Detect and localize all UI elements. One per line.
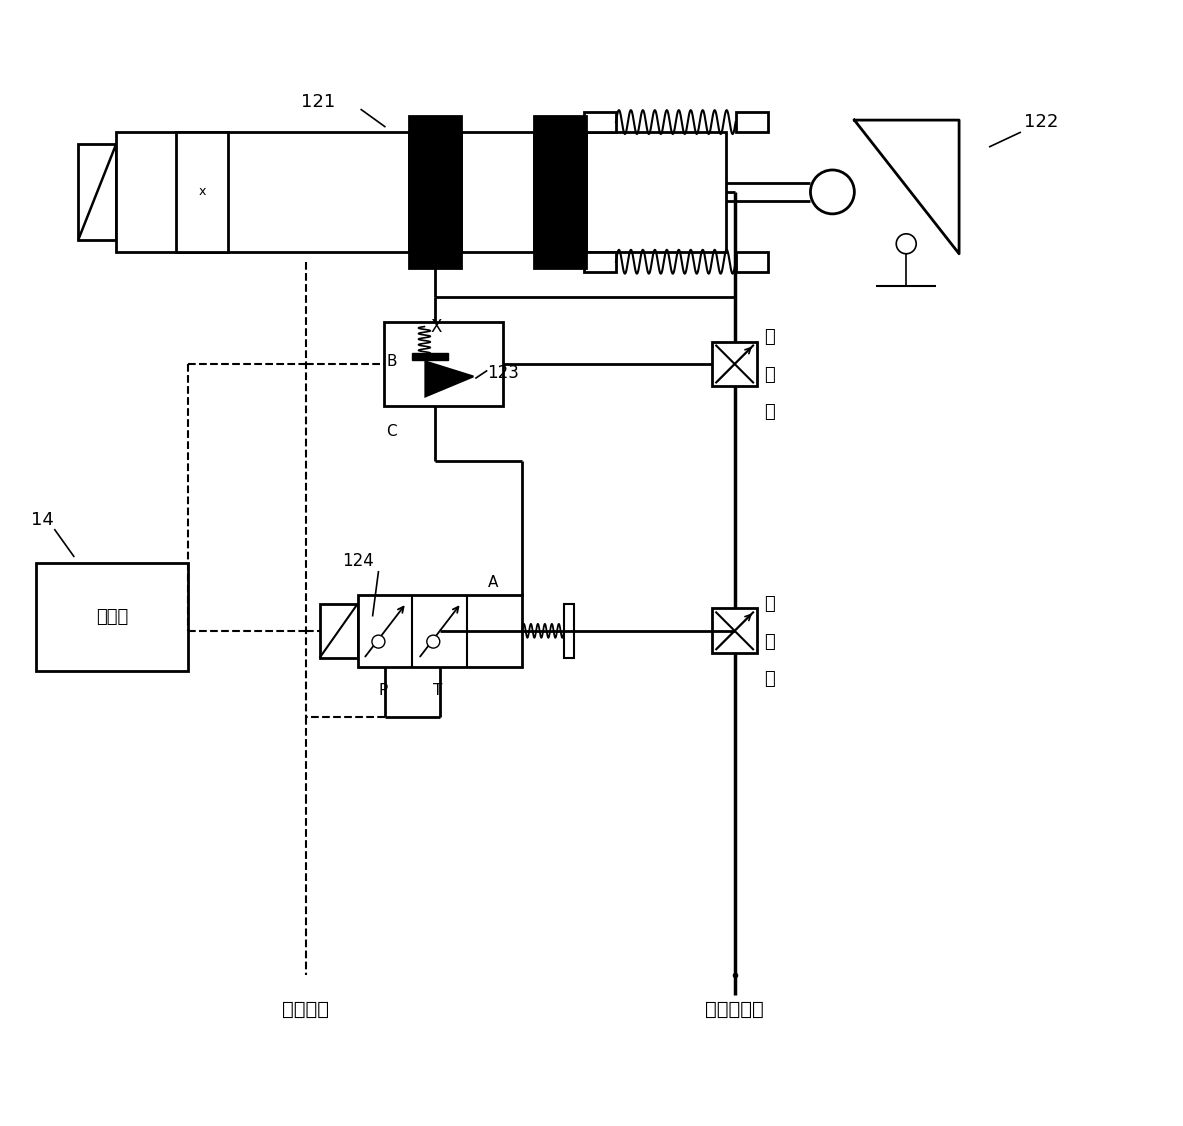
Circle shape	[427, 635, 440, 649]
Bar	[712, 608, 757, 653]
Text: B: B	[387, 355, 397, 369]
Text: 口: 口	[764, 670, 775, 688]
Bar	[176, 132, 228, 252]
Polygon shape	[426, 361, 473, 396]
Bar	[586, 132, 725, 252]
Text: 流: 流	[764, 366, 775, 384]
Text: 回油管路: 回油管路	[283, 1000, 329, 1019]
Bar	[712, 341, 757, 386]
Bar	[409, 116, 461, 268]
Bar	[564, 604, 574, 658]
Bar	[736, 113, 768, 132]
Bar	[116, 132, 409, 252]
Text: 节: 节	[764, 328, 775, 346]
Text: 口: 口	[764, 403, 775, 421]
Bar	[357, 595, 522, 667]
Text: 124: 124	[343, 552, 374, 570]
Text: 流: 流	[764, 633, 775, 651]
Text: 121: 121	[300, 93, 335, 111]
Text: x: x	[199, 186, 206, 198]
Bar	[584, 252, 616, 271]
Text: P: P	[379, 682, 387, 698]
Text: X: X	[431, 318, 441, 336]
Bar	[319, 604, 357, 658]
Bar	[383, 322, 503, 406]
Bar	[584, 113, 616, 132]
Bar	[37, 563, 188, 671]
Text: 123: 123	[487, 365, 519, 383]
Text: A: A	[487, 575, 498, 590]
Circle shape	[897, 234, 916, 253]
Text: C: C	[387, 425, 397, 439]
Circle shape	[371, 635, 384, 649]
Bar	[535, 116, 586, 268]
Text: 保护油管路: 保护油管路	[705, 1000, 764, 1019]
Bar	[78, 144, 116, 240]
Text: T: T	[433, 682, 442, 698]
Text: 14: 14	[32, 511, 54, 529]
Circle shape	[810, 170, 854, 214]
Bar	[736, 252, 768, 271]
Bar	[461, 132, 535, 252]
Text: 节: 节	[764, 595, 775, 613]
Bar	[413, 352, 448, 359]
Text: 122: 122	[1024, 113, 1059, 131]
Text: 控制器: 控制器	[96, 608, 128, 626]
